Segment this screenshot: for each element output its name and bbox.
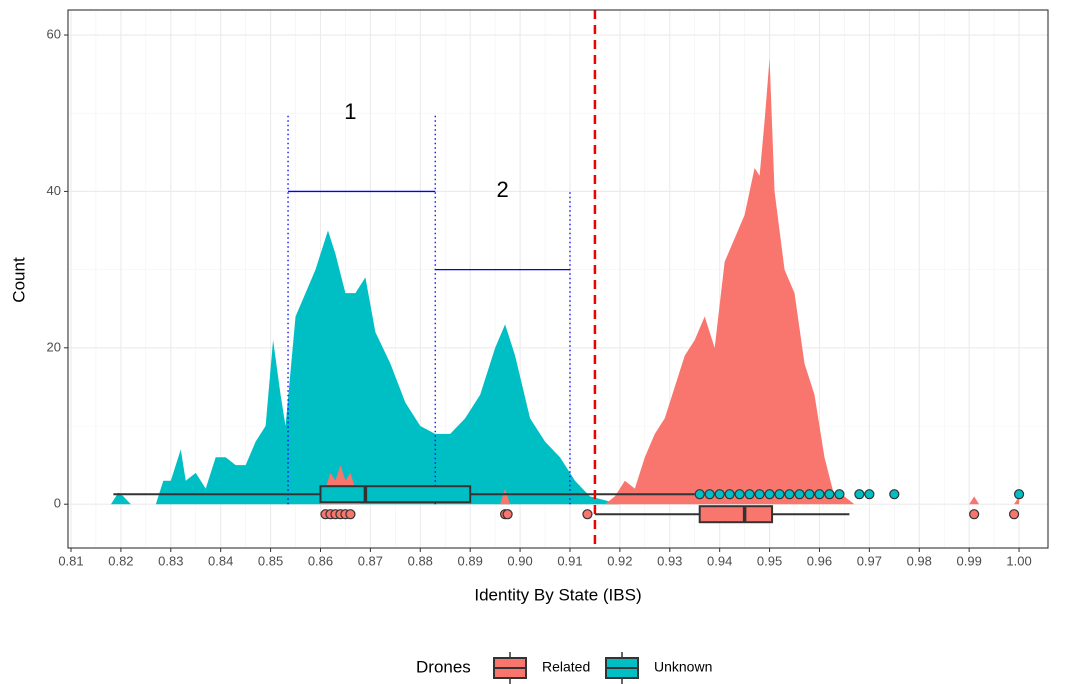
outlier	[502, 509, 513, 520]
x-tick-label: 0.93	[657, 553, 682, 568]
x-tick-label: 0.87	[358, 553, 383, 568]
outlier	[764, 489, 775, 500]
outlier	[704, 489, 715, 500]
y-axis-label: Count	[9, 257, 28, 303]
outlier	[834, 489, 845, 500]
outlier	[345, 509, 356, 520]
outlier	[824, 489, 835, 500]
x-tick-label: 0.82	[108, 553, 133, 568]
x-tick-label: 0.86	[308, 553, 333, 568]
y-tick-label: 0	[54, 496, 61, 511]
x-axis-label: Identity By State (IBS)	[474, 585, 641, 604]
legend-title: Drones	[416, 657, 471, 676]
x-tick-label: 0.84	[208, 553, 233, 568]
outlier	[714, 489, 725, 500]
outlier	[889, 489, 900, 500]
outlier	[804, 489, 815, 500]
annotation-label: 2	[496, 177, 508, 202]
y-tick-label: 60	[47, 26, 61, 41]
annotation-label: 1	[344, 99, 356, 124]
legend-label: Unknown	[654, 659, 712, 675]
x-tick-label: 0.89	[458, 553, 483, 568]
outlier	[794, 489, 805, 500]
y-tick-label: 40	[47, 183, 61, 198]
outlier	[744, 489, 755, 500]
x-tick-label: 0.98	[907, 553, 932, 568]
x-tick-label: 0.97	[857, 553, 882, 568]
x-tick-label: 0.81	[58, 553, 83, 568]
outlier	[1008, 509, 1020, 520]
x-tick-label: 0.91	[557, 553, 582, 568]
area	[110, 230, 620, 505]
outlier	[774, 489, 785, 500]
outlier	[784, 489, 795, 500]
x-tick-label: 0.99	[957, 553, 982, 568]
outlier	[854, 489, 865, 500]
area	[320, 58, 1020, 505]
outlier	[754, 489, 765, 500]
y-tick-label: 20	[47, 339, 61, 354]
x-tick-label: 0.85	[258, 553, 283, 568]
panel-border	[67, 9, 1049, 549]
outlier	[814, 489, 825, 500]
outlier	[734, 489, 745, 500]
box	[698, 505, 774, 524]
x-tick-label: 0.96	[807, 553, 832, 568]
x-tick-label: 0.90	[507, 553, 532, 568]
outlier	[694, 489, 705, 500]
legend-label: Related	[542, 659, 590, 675]
x-tick-label: 0.94	[707, 553, 732, 568]
x-tick-label: 0.83	[158, 553, 183, 568]
outlier	[724, 489, 735, 500]
outlier	[864, 489, 875, 500]
outlier	[1013, 489, 1025, 500]
outlier	[582, 509, 593, 520]
x-tick-label: 1.00	[1006, 553, 1031, 568]
box	[319, 485, 472, 504]
outlier	[969, 509, 980, 520]
x-tick-label: 0.88	[408, 553, 433, 568]
x-tick-label: 0.95	[757, 553, 782, 568]
x-tick-label: 0.92	[607, 553, 632, 568]
